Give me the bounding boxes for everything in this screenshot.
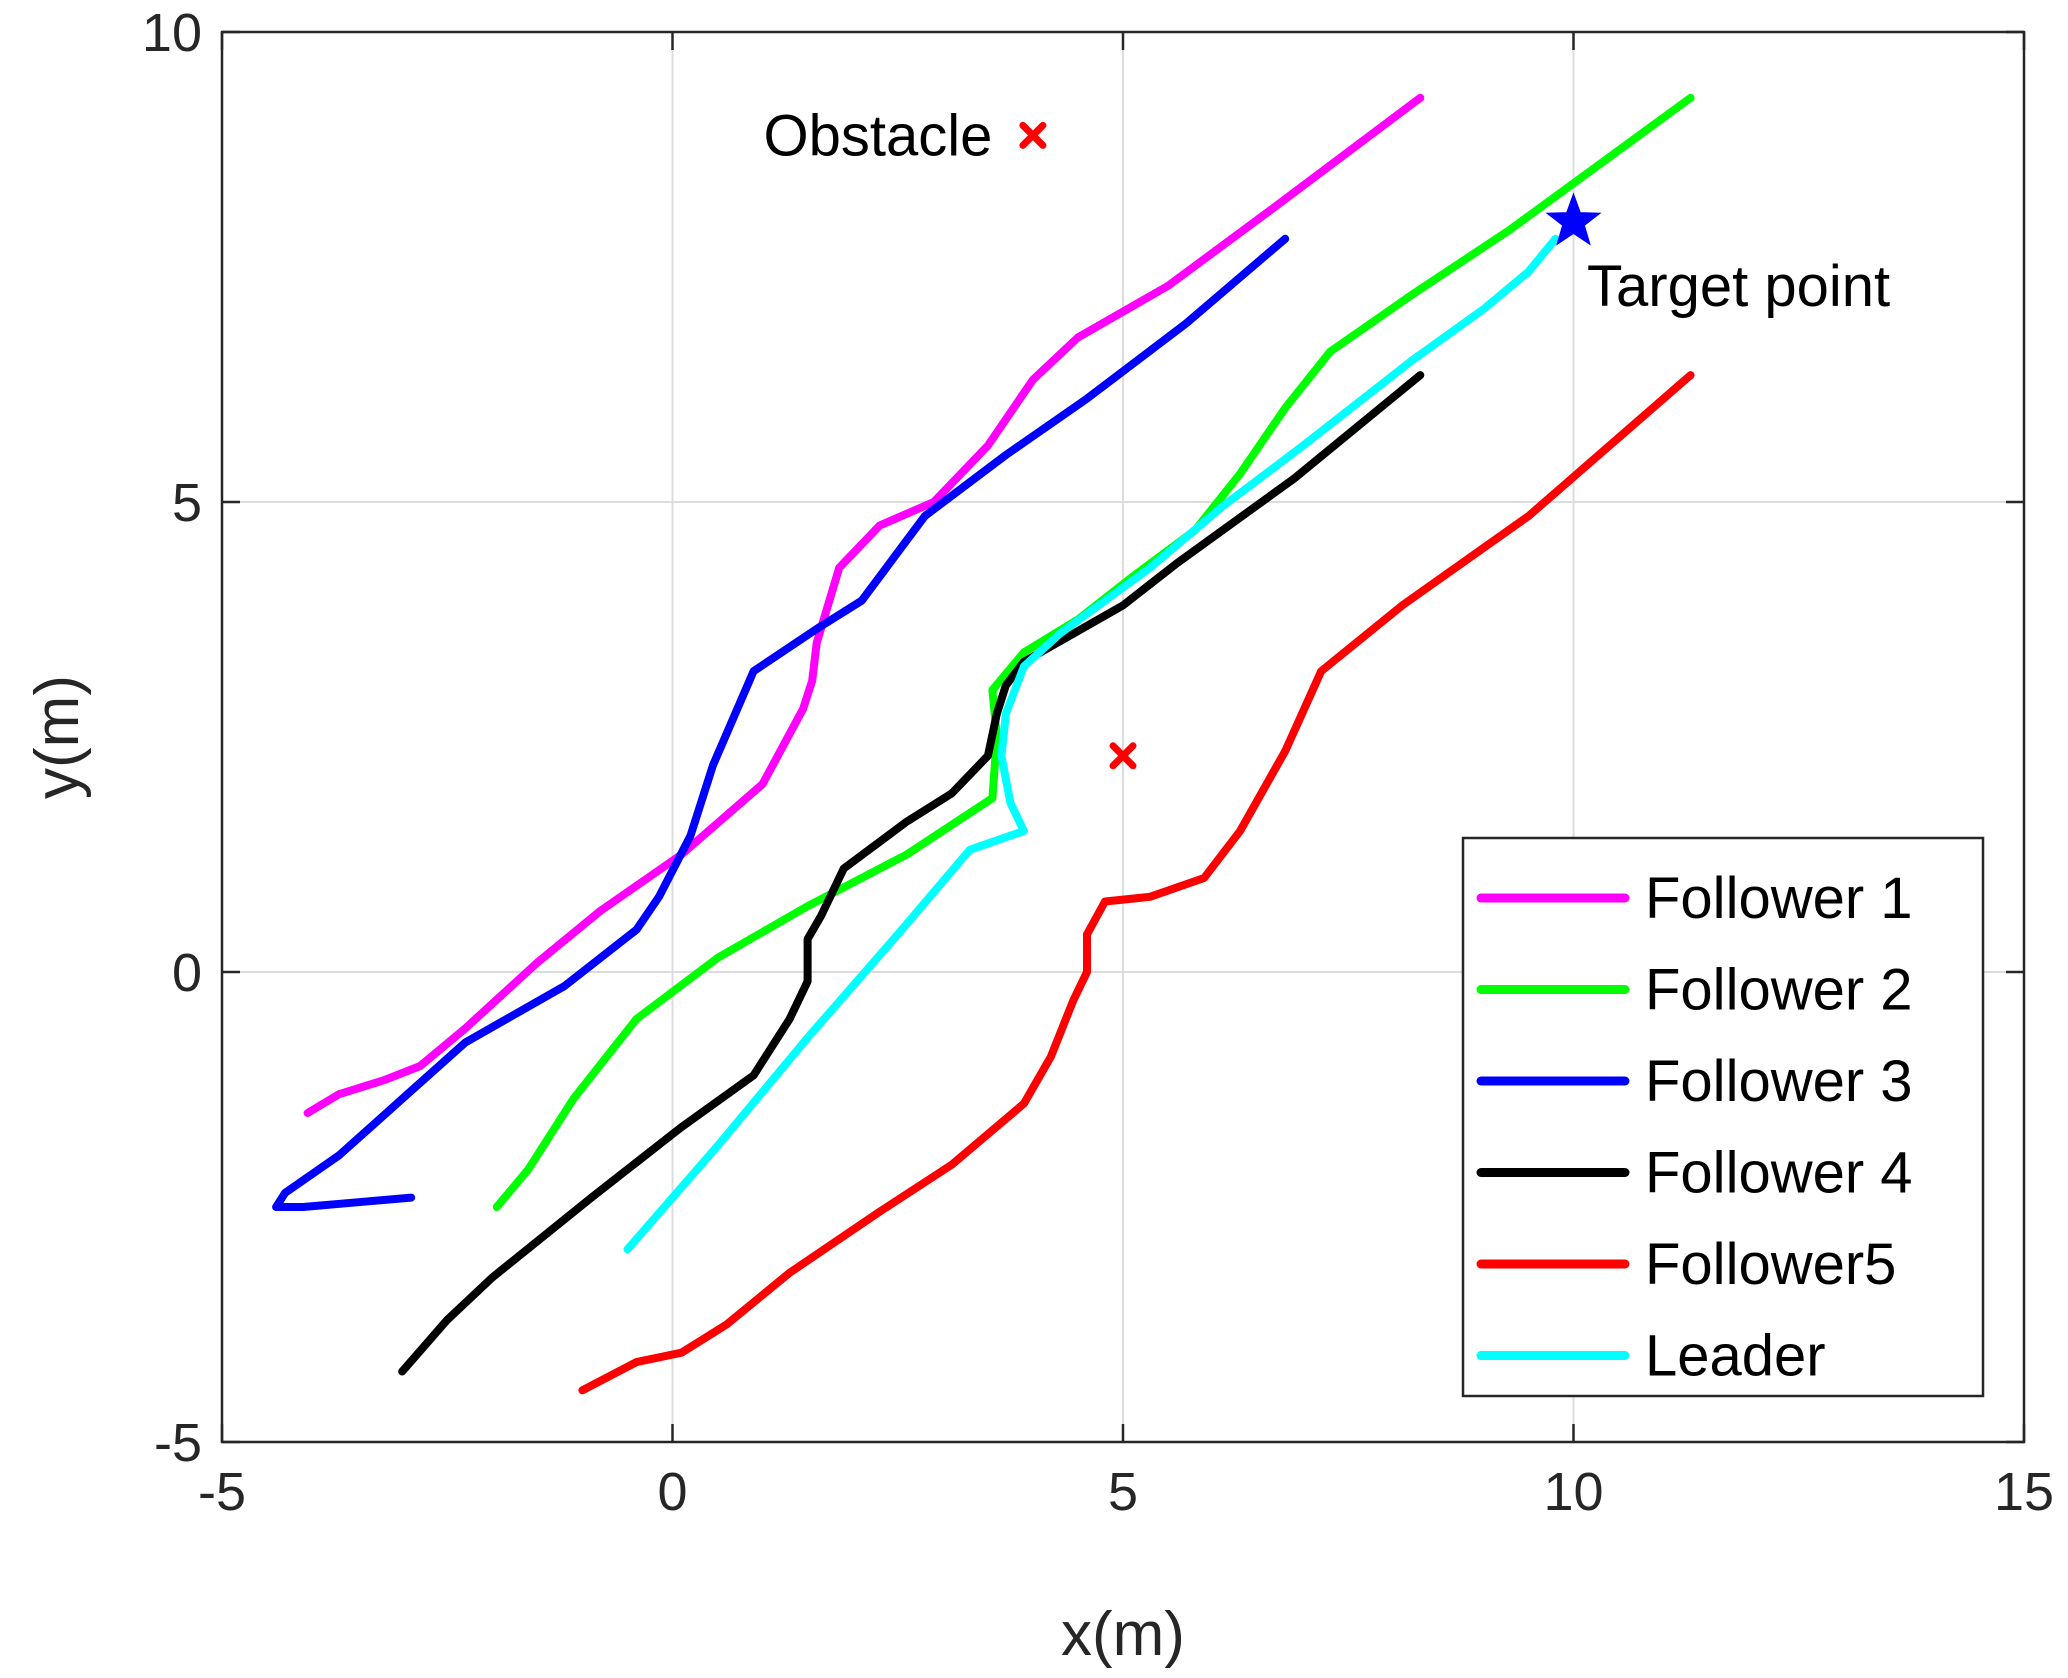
legend-box — [1461, 836, 1985, 1398]
y-tick-label: -5 — [154, 1413, 202, 1473]
obstacle-marker-top — [1019, 121, 1047, 149]
obstacle-marker-top-stroke-b — [1019, 121, 1047, 149]
x-tick-label: 15 — [1994, 1462, 2054, 1522]
obstacle-label: Obstacle — [763, 103, 992, 168]
y-axis-label: y(m) — [23, 675, 92, 799]
legend-label-leader: Leader — [1645, 1324, 1826, 1389]
series-line-follower-3 — [272, 234, 1290, 1211]
x-tick-label: 10 — [1543, 1462, 1603, 1522]
x-tick-label: 0 — [657, 1462, 687, 1522]
markers-group — [1019, 121, 1602, 770]
series-line-follower-2 — [492, 93, 1695, 1211]
legend: Follower 1 Follower 2 Follower 3 Follower 4… — [1461, 836, 1985, 1398]
legend-label-follower5: Follower5 — [1645, 1232, 1896, 1297]
obstacle-marker-center — [1109, 742, 1137, 770]
series-line-follower5 — [578, 371, 1695, 1395]
obstacle-marker-center-stroke-b — [1109, 742, 1137, 770]
y-tick-label: 0 — [172, 943, 202, 1003]
series-line-leader — [623, 234, 1560, 1254]
legend-label-follower-1: Follower 1 — [1645, 866, 1913, 931]
series-group — [272, 93, 1695, 1395]
target-point-marker — [1545, 192, 1602, 246]
legend-label-follower-3: Follower 3 — [1645, 1049, 1913, 1114]
y-tick-label: 10 — [142, 3, 202, 63]
series-line-follower-1 — [303, 93, 1425, 1117]
target-point-label: Target point — [1587, 254, 1890, 319]
x-axis-label: x(m) — [1061, 1600, 1185, 1669]
series-line-follower-4 — [398, 371, 1425, 1376]
axis-ticks: -5 0 5 10 15 -5 0 5 10 — [142, 3, 2054, 1522]
annotations-group: Obstacle Target point — [763, 103, 1890, 318]
y-tick-label: 5 — [172, 473, 202, 533]
legend-label-follower-2: Follower 2 — [1645, 958, 1913, 1023]
x-tick-label: 5 — [1108, 1462, 1138, 1522]
x-tick-label: -5 — [198, 1462, 246, 1522]
legend-label-follower-4: Follower 4 — [1645, 1141, 1913, 1206]
